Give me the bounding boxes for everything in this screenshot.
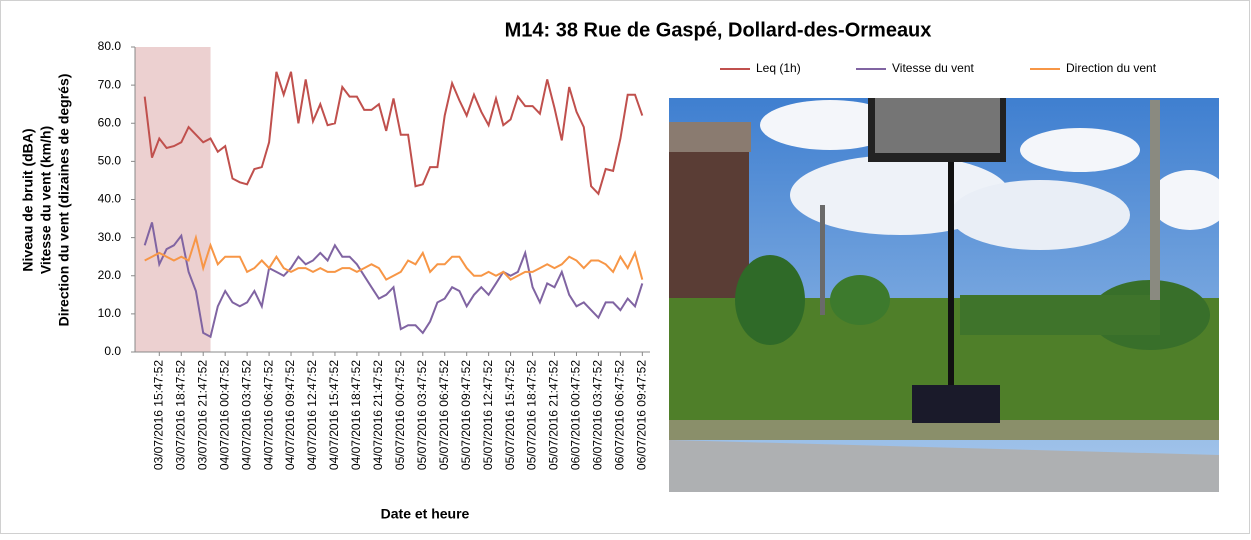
y-tick-label: 70.0 xyxy=(98,77,122,91)
x-tick-label: 03/07/2016 21:47:52 xyxy=(195,360,209,470)
y-axis-title: Niveau de bruit (dBA) Vitesse du vent (k… xyxy=(20,74,72,327)
x-tick-label: 04/07/2016 03:47:52 xyxy=(239,360,253,470)
x-tick-label: 05/07/2016 18:47:52 xyxy=(525,360,539,470)
chart-title: M14: 38 Rue de Gaspé, Dollard-des-Ormeau… xyxy=(505,19,932,41)
x-tick-label: 04/07/2016 09:47:52 xyxy=(283,360,297,470)
y-axis-title-line: Vitesse du vent (km/h) xyxy=(38,126,54,274)
x-tick-label: 06/07/2016 09:47:52 xyxy=(635,360,649,470)
y-tick-label: 10.0 xyxy=(98,306,122,320)
legend-item: Direction du vent xyxy=(1030,61,1157,75)
x-tick-label: 05/07/2016 03:47:52 xyxy=(415,360,429,470)
y-tick-label: 0.0 xyxy=(104,344,121,358)
x-tick-label: 05/07/2016 12:47:52 xyxy=(481,360,495,470)
x-tick-label: 06/07/2016 00:47:52 xyxy=(569,360,583,470)
x-tick-label: 03/07/2016 15:47:52 xyxy=(151,360,165,470)
y-tick-label: 30.0 xyxy=(98,230,122,244)
y-tick-label: 60.0 xyxy=(98,115,122,129)
y-tick-label: 50.0 xyxy=(98,154,122,168)
x-axis-title: Date et heure xyxy=(381,506,470,522)
y-tick-label: 80.0 xyxy=(98,39,122,53)
x-tick-label: 04/07/2016 12:47:52 xyxy=(305,360,319,470)
x-tick-label: 04/07/2016 21:47:52 xyxy=(371,360,385,470)
x-tick-label: 03/07/2016 18:47:52 xyxy=(173,360,187,470)
x-tick-label: 04/07/2016 06:47:52 xyxy=(261,360,275,470)
x-tick-label: 05/07/2016 21:47:52 xyxy=(547,360,561,470)
x-tick-label: 05/07/2016 15:47:52 xyxy=(503,360,517,470)
x-tick-label: 05/07/2016 09:47:52 xyxy=(459,360,473,470)
legend-label: Leq (1h) xyxy=(756,61,801,75)
series-line xyxy=(144,233,644,281)
y-axis-title-line: Niveau de bruit (dBA) xyxy=(20,128,36,271)
legend-label: Direction du vent xyxy=(1066,61,1157,75)
y-axis-title-line: Direction du vent (dizaines de degrés) xyxy=(56,74,72,327)
x-tick-label: 04/07/2016 00:47:52 xyxy=(217,360,231,470)
plot: 0.0 10.0 20.0 30.0 40.0 50.0 60.0 70.0 80.0 03/07… xyxy=(98,39,1157,470)
legend-item: Leq (1h) xyxy=(720,61,801,75)
photo xyxy=(669,98,1219,492)
legend-label: Vitesse du vent xyxy=(892,61,974,75)
y-tick-label: 20.0 xyxy=(98,268,122,282)
x-tick-label: 05/07/2016 00:47:52 xyxy=(393,360,407,470)
x-tick-label: 06/07/2016 03:47:52 xyxy=(591,360,605,470)
x-tick-label: 06/07/2016 06:47:52 xyxy=(613,360,627,470)
legend-item: Vitesse du vent xyxy=(856,61,974,75)
series-line xyxy=(143,71,644,196)
series-line xyxy=(143,222,644,339)
x-tick-label: 05/07/2016 06:47:52 xyxy=(437,360,451,470)
x-tick-label: 04/07/2016 18:47:52 xyxy=(349,360,363,470)
y-tick-label: 40.0 xyxy=(98,192,122,206)
x-tick-label: 04/07/2016 15:47:52 xyxy=(327,360,341,470)
